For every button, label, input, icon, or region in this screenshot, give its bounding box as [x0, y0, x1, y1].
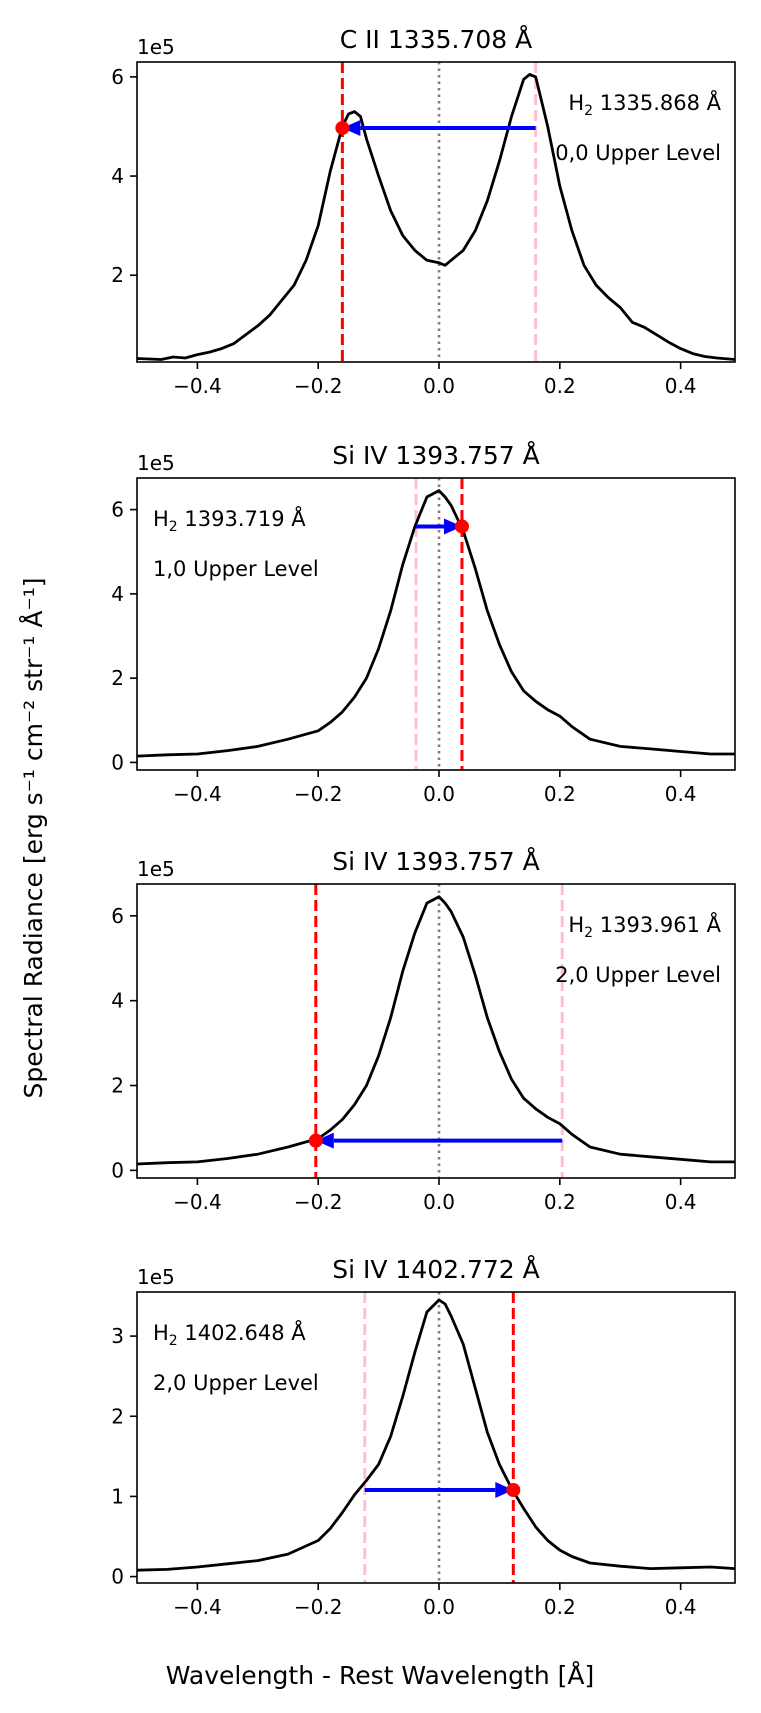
- shift-arrow-head: [495, 1482, 514, 1499]
- y-tick-label: 6: [111, 65, 124, 89]
- h2-annotation-label: H2 1393.961 Å: [568, 911, 721, 941]
- x-tick-label: 0.4: [665, 1595, 697, 1619]
- x-tick-label: 0.4: [665, 782, 697, 806]
- plot-area: [137, 62, 735, 362]
- x-tick-label: 0.4: [665, 374, 697, 398]
- plot-area: [137, 1292, 735, 1583]
- x-tick-label: 0.0: [423, 374, 455, 398]
- h2-annotation-label: H2 1402.648 Å: [153, 1319, 306, 1349]
- h2-annotation-subscript: 2: [169, 1333, 178, 1349]
- h2-annotation-prefix: H: [568, 913, 584, 937]
- y-tick-label: 4: [111, 989, 124, 1013]
- x-tick-label: −0.4: [173, 374, 222, 398]
- panel-title: Si IV 1402.772 Å: [332, 1255, 540, 1284]
- plot-frame: [136, 1291, 736, 1584]
- plot-area: [137, 884, 735, 1178]
- y-tick-label: 4: [111, 582, 124, 606]
- y-tick-label: 2: [111, 666, 124, 690]
- y-tick-label: 2: [111, 1404, 124, 1428]
- h2-annotation-subscript: 2: [169, 519, 178, 535]
- x-tick-label: −0.2: [294, 1595, 343, 1619]
- x-tick-label: 0.0: [423, 782, 455, 806]
- upper-level-label: 1,0 Upper Level: [153, 557, 319, 581]
- shift-arrow-head: [342, 119, 361, 136]
- h2-annotation-wavelength: 1393.961 Å: [593, 911, 722, 937]
- y-tick-label: 6: [111, 904, 124, 928]
- spectral-profile-line: [137, 895, 735, 1166]
- x-axis-label: Wavelength - Rest Wavelength [Å]: [166, 1661, 594, 1690]
- y-axis-label: Spectral Radiance [erg s⁻¹ cm⁻² str⁻¹ Å⁻…: [19, 578, 48, 1099]
- shift-marker-point: [454, 519, 469, 534]
- upper-level-label: 0,0 Upper Level: [555, 141, 721, 165]
- upper-level-label: 2,0 Upper Level: [153, 1371, 319, 1395]
- h2-annotation-wavelength: 1402.648 Å: [178, 1319, 307, 1345]
- shift-arrow-head: [315, 1132, 334, 1149]
- x-tick-label: 0.0: [423, 1595, 455, 1619]
- panel-title: Si IV 1393.757 Å: [332, 847, 540, 876]
- h2-annotation-prefix: H: [153, 507, 169, 531]
- x-tick-label: −0.2: [294, 782, 343, 806]
- h2-annotation-label: H2 1335.868 Å: [568, 89, 721, 119]
- x-tick-label: −0.2: [294, 1190, 343, 1214]
- y-tick-label: 0: [111, 750, 124, 774]
- h2-annotation-subscript: 2: [584, 103, 593, 119]
- x-tick-label: −0.4: [173, 1595, 222, 1619]
- x-tick-label: 0.4: [665, 1190, 697, 1214]
- x-tick-label: 0.0: [423, 1190, 455, 1214]
- x-tick-label: −0.4: [173, 782, 222, 806]
- y-multiplier: 1e5: [137, 1265, 175, 1289]
- shift-marker-point: [308, 1133, 323, 1148]
- y-tick-label: 1: [111, 1484, 124, 1508]
- panel-title: C II 1335.708 Å: [340, 25, 532, 54]
- shift-marker-point: [506, 1483, 521, 1498]
- x-tick-label: 0.2: [544, 374, 576, 398]
- panel-4: Si IV 1402.772 Å 1e5 −0.4 −0.2 0.0 0.2 0.4 0 1 2 3…: [111, 1255, 736, 1619]
- plot-frame: [136, 883, 736, 1179]
- h2-annotation-prefix: H: [153, 1321, 169, 1345]
- x-tick-label: 0.2: [544, 782, 576, 806]
- x-tick-label: −0.2: [294, 374, 343, 398]
- x-tick-label: 0.2: [544, 1190, 576, 1214]
- upper-level-label: 2,0 Upper Level: [555, 963, 721, 987]
- y-tick-label: 0: [111, 1158, 124, 1182]
- panel-2: Si IV 1393.757 Å 1e5 −0.4 −0.2 0.0 0.2 0.4 0 2 4 6…: [111, 441, 736, 806]
- plot-area: [137, 478, 735, 770]
- h2-annotation-label: H2 1393.719 Å: [153, 505, 306, 535]
- spectral-profile-line: [137, 73, 735, 361]
- h2-annotation-wavelength: 1393.719 Å: [178, 505, 307, 531]
- plot-frame: [136, 477, 736, 771]
- spectral-profile-line: [137, 489, 735, 758]
- y-tick-label: 4: [111, 164, 124, 188]
- x-tick-label: −0.4: [173, 1190, 222, 1214]
- y-multiplier: 1e5: [137, 857, 175, 881]
- y-tick-label: 6: [111, 498, 124, 522]
- shift-marker-point: [335, 120, 350, 135]
- h2-annotation-prefix: H: [568, 91, 584, 115]
- x-tick-label: 0.2: [544, 1595, 576, 1619]
- y-tick-label: 2: [111, 1074, 124, 1098]
- y-tick-label: 0: [111, 1565, 124, 1589]
- plot-frame: [136, 61, 736, 363]
- y-tick-label: 2: [111, 263, 124, 287]
- y-multiplier: 1e5: [137, 451, 175, 475]
- h2-annotation-wavelength: 1335.868 Å: [593, 89, 722, 115]
- spectral-profile-line: [137, 1298, 735, 1572]
- y-tick-label: 3: [111, 1324, 124, 1348]
- h2-annotation-subscript: 2: [584, 925, 593, 941]
- y-multiplier: 1e5: [137, 35, 175, 59]
- panel-3: Si IV 1393.757 Å 1e5 −0.4 −0.2 0.0 0.2 0.4 0 2 4 6…: [111, 847, 736, 1214]
- shift-arrow-head: [443, 518, 462, 535]
- panel-title: Si IV 1393.757 Å: [332, 441, 540, 470]
